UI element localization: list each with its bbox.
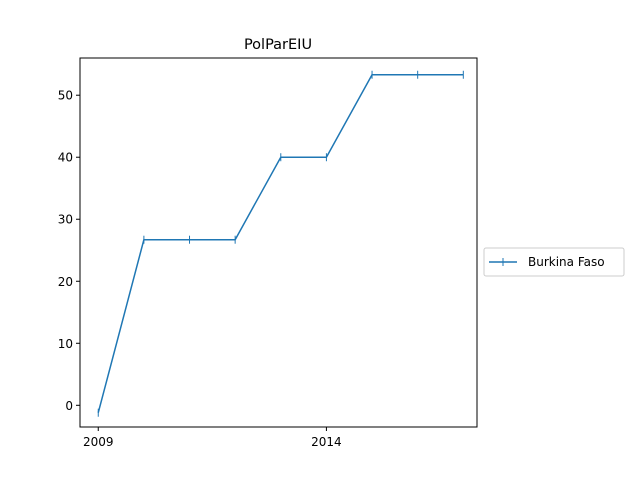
x-axis: 2009 2014 xyxy=(83,427,342,449)
y-axis: 0 10 20 30 40 50 xyxy=(58,89,80,413)
legend-series-label: Burkina Faso xyxy=(528,255,605,269)
series-layer xyxy=(97,70,464,417)
y-tick-label: 30 xyxy=(58,213,73,227)
legend-box xyxy=(483,247,625,277)
x-tick-label: 2014 xyxy=(311,435,342,449)
y-tick-label: 50 xyxy=(58,89,73,103)
chart-title: PolParEIU xyxy=(244,37,312,53)
legend[interactable]: Burkina Faso xyxy=(483,247,625,277)
series-line xyxy=(97,73,464,413)
y-tick-label: 20 xyxy=(58,275,73,289)
y-tick-label: 40 xyxy=(58,151,73,165)
y-tick-label: 10 xyxy=(58,337,73,351)
plot-area xyxy=(79,57,478,428)
y-tick-label: 0 xyxy=(65,399,73,413)
x-tick-label: 2009 xyxy=(83,435,114,449)
